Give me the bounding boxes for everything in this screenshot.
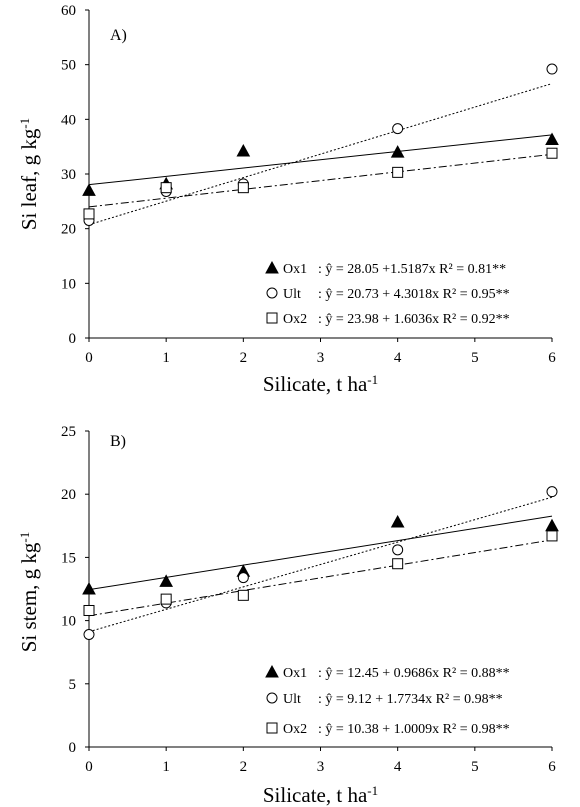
legend-equation-ox1: : ŷ = 12.45 + 0.9686x R² = 0.88** [318,666,510,681]
data-point-ox2 [237,182,249,194]
x-tick-label: 0 [85,759,93,775]
data-point-ox2 [83,604,95,616]
x-axis-title-main: Silicate, t ha [263,783,368,807]
data-point-ult [546,63,558,75]
x-tick-label: 2 [240,350,248,366]
x-tick-label: 0 [85,350,93,366]
x-axis-title-main: Silicate, t ha [263,372,368,396]
x-tick-label: 6 [548,759,556,775]
x-tick-label: 4 [394,350,402,366]
legend-equation-ox2: : ŷ = 23.98 + 1.6036x R² = 0.92** [318,312,510,327]
trendline-ult [88,496,553,633]
data-point-ox1 [82,581,96,595]
legend-marker-ox2 [266,722,278,734]
data-point-ox2 [546,147,558,159]
data-point-ox1 [390,145,405,158]
panel-label: B) [110,433,126,450]
y-axis-title-main: Si leaf, g kg [17,128,41,230]
legend-label-ox1: Ox1 [283,666,307,681]
y-tick-label: 25 [61,424,76,440]
y-axis-title-superscript: -1 [17,532,32,543]
data-point-ox1 [390,514,405,528]
legend-equation-ult: : ŷ = 20.73 + 4.3018x R² = 0.95** [318,287,510,302]
trendline-ox1 [88,134,553,186]
data-point-ox2 [237,589,249,601]
panel-label: A) [110,27,127,44]
y-tick-label: 10 [61,614,76,630]
x-tick-label: 1 [162,350,170,366]
x-tick-label: 2 [240,759,248,775]
data-point-ox1 [82,183,96,196]
legend-marker-ox1 [265,260,279,274]
x-tick-label: 1 [162,759,170,775]
data-point-ult [392,123,404,135]
data-point-ox1 [545,132,559,146]
y-tick-label: 40 [61,112,76,128]
x-axis-title: Silicate, t ha-1 [263,372,378,397]
x-tick-label: 6 [548,350,556,366]
data-point-ox1 [236,143,251,157]
x-tick-label: 5 [471,759,479,775]
y-axis-title-superscript: -1 [17,118,32,129]
legend-label-ox2: Ox2 [283,312,307,327]
data-point-ox2 [160,593,172,605]
legend-equation-ox2: : ŷ = 10.38 + 1.0009x R² = 0.98** [318,722,510,737]
data-point-ult [392,544,404,556]
legend-label-ult: Ult [283,287,301,302]
legend-marker-ult [266,692,278,704]
y-axis-title-main: Si stem, g kg [17,542,41,652]
y-tick-label: 60 [61,3,76,19]
data-point-ox2 [546,530,558,542]
trendline-ox2 [88,539,553,617]
data-point-ult [546,486,558,498]
trendline-ox2 [88,153,553,208]
legend-label-ult: Ult [283,692,301,707]
y-tick-label: 20 [61,222,76,238]
legend-marker-ult [266,287,278,299]
data-point-ox1 [159,574,174,587]
data-point-ox2 [392,558,404,570]
data-point-ox2 [83,208,95,220]
legend-equation-ult: : ŷ = 9.12 + 1.7734x R² = 0.98** [318,692,503,707]
x-axis-title: Silicate, t ha-1 [263,783,378,807]
x-axis-title-superscript: -1 [367,372,378,387]
x-axis-title-superscript: -1 [367,783,378,798]
trendline-ox1 [88,515,553,591]
y-axis-title: Si leaf, g kg-1 [17,118,42,230]
y-tick-label: 50 [61,58,76,74]
data-point-ult [83,629,95,641]
legend-equation-ox1: : ŷ = 28.05 +1.5187x R² = 0.81** [318,262,506,277]
legend-marker-ox1 [265,664,279,678]
trendline-ult [88,83,553,226]
y-tick-label: 0 [69,740,77,756]
y-tick-label: 15 [61,550,76,566]
x-tick-label: 3 [317,350,325,366]
y-tick-label: 30 [61,167,76,183]
x-tick-label: 4 [394,759,402,775]
y-axis-title: Si stem, g kg-1 [17,532,42,653]
data-point-ox1 [545,518,559,532]
x-tick-label: 3 [317,759,325,775]
legend-marker-ox2 [266,312,278,324]
y-tick-label: 20 [61,487,76,503]
data-point-ox2 [392,166,404,178]
y-tick-label: 10 [61,276,76,292]
x-tick-label: 5 [471,350,479,366]
legend-label-ox2: Ox2 [283,722,307,737]
y-tick-label: 5 [69,677,77,693]
data-point-ult [237,572,249,584]
y-tick-label: 0 [69,331,77,347]
data-point-ox2 [160,182,172,194]
legend-label-ox1: Ox1 [283,262,307,277]
